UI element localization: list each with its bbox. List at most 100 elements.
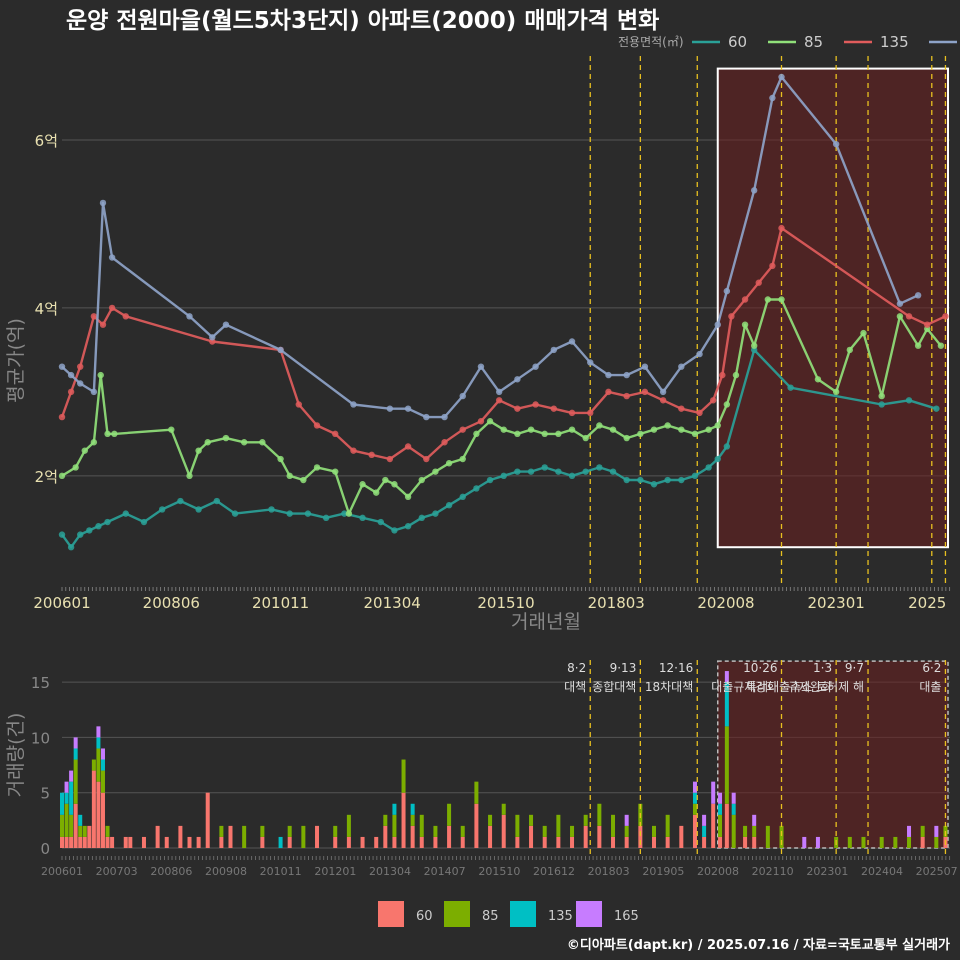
vol-bar-60 bbox=[583, 825, 588, 848]
vol-bar-60 bbox=[128, 836, 133, 848]
vol-bar-85 bbox=[583, 814, 588, 826]
vol-y-tick-label: 15 bbox=[31, 674, 50, 692]
vol-bar-135 bbox=[702, 825, 707, 837]
data-point-60 bbox=[195, 506, 202, 513]
policy-label: 18차대책 bbox=[645, 679, 693, 694]
vol-bar-135 bbox=[60, 792, 64, 815]
vol-x-tick-label: 201011 bbox=[260, 865, 302, 878]
vol-bar-60 bbox=[556, 836, 561, 848]
data-point-85 bbox=[186, 472, 193, 480]
data-point-60 bbox=[905, 397, 913, 404]
data-point-60 bbox=[582, 468, 589, 475]
policy-date: 12·16 bbox=[659, 661, 693, 675]
vol-bar-85 bbox=[515, 814, 520, 837]
vol-bar-85 bbox=[542, 825, 547, 837]
policy-date: 8·2 bbox=[567, 661, 586, 675]
data-point-85 bbox=[750, 342, 758, 349]
data-point-85 bbox=[723, 401, 731, 408]
data-point-85 bbox=[391, 481, 398, 488]
x-tick-label: 201803 bbox=[588, 594, 645, 612]
data-point-60 bbox=[177, 497, 184, 505]
vol-legend-swatch-165 bbox=[576, 901, 602, 927]
data-point-165 bbox=[532, 363, 539, 370]
vol-x-tick-label: 202110 bbox=[752, 865, 794, 878]
vol-bar-85 bbox=[652, 825, 656, 837]
data-point-85 bbox=[90, 439, 98, 446]
data-point-165 bbox=[696, 350, 703, 358]
vol-bar-60 bbox=[410, 825, 415, 848]
data-point-135 bbox=[659, 397, 667, 404]
vol-x-tick-label: 201905 bbox=[642, 865, 684, 878]
vol-bar-135 bbox=[692, 792, 697, 804]
data-point-85 bbox=[896, 313, 904, 320]
data-point-85 bbox=[860, 329, 867, 337]
data-point-60 bbox=[231, 510, 239, 517]
vol-bar-165 bbox=[692, 781, 697, 793]
policy-label: 대출 bbox=[919, 680, 941, 694]
vol-bar-165 bbox=[752, 814, 757, 826]
vol-x-tick-label: 201304 bbox=[369, 865, 411, 878]
vol-bar-85 bbox=[731, 814, 736, 848]
data-point-135 bbox=[568, 409, 576, 417]
policy-label: 대출규제강화 bbox=[711, 680, 777, 694]
vol-bar-135 bbox=[731, 803, 736, 815]
y-tick-label: 4억 bbox=[35, 300, 58, 318]
data-point-135 bbox=[404, 443, 412, 450]
data-point-60 bbox=[527, 468, 535, 475]
data-point-85 bbox=[58, 472, 66, 480]
vol-bar-60 bbox=[69, 836, 74, 848]
vol-bar-60 bbox=[155, 825, 160, 848]
data-point-85 bbox=[878, 392, 885, 400]
data-point-135 bbox=[122, 313, 129, 320]
data-point-85 bbox=[345, 510, 353, 517]
x-tick-label: 201510 bbox=[477, 594, 534, 612]
data-point-165 bbox=[423, 413, 430, 421]
chart-title: 운양 전원마을(월드5차3단지) 아파트(2000) 매매가격 변화 bbox=[66, 8, 659, 34]
data-point-60 bbox=[609, 468, 617, 475]
data-point-85 bbox=[623, 434, 630, 442]
vol-bar-85 bbox=[333, 825, 338, 837]
data-point-60 bbox=[122, 510, 129, 517]
vol-y-tick-label: 0 bbox=[40, 840, 50, 858]
data-point-135 bbox=[550, 405, 558, 412]
data-point-135 bbox=[769, 262, 776, 270]
data-point-85 bbox=[259, 439, 266, 446]
data-point-135 bbox=[386, 455, 394, 463]
x-tick-label: 202008 bbox=[697, 594, 754, 612]
data-point-165 bbox=[222, 321, 230, 328]
x-axis-label: 거래년월 bbox=[511, 611, 581, 633]
vol-legend-swatch-60 bbox=[378, 901, 404, 927]
data-point-165 bbox=[568, 338, 576, 345]
vol-bar-60 bbox=[702, 836, 707, 848]
data-point-85 bbox=[937, 342, 945, 349]
data-point-135 bbox=[67, 388, 75, 396]
data-point-60 bbox=[664, 476, 671, 484]
data-point-85 bbox=[97, 371, 104, 379]
policy-label: 종합대책 bbox=[592, 679, 636, 694]
data-point-135 bbox=[477, 418, 485, 425]
vol-bar-85 bbox=[91, 759, 96, 771]
data-point-60 bbox=[404, 523, 412, 530]
vol-bar-60 bbox=[624, 836, 629, 848]
vol-bar-85 bbox=[60, 814, 64, 837]
data-point-60 bbox=[359, 514, 366, 522]
vol-bar-135 bbox=[278, 836, 283, 848]
vol-legend-swatch-85 bbox=[444, 901, 470, 927]
x-tick-label: 201011 bbox=[252, 594, 309, 612]
vol-x-tick-label: 201510 bbox=[478, 865, 520, 878]
vol-x-tick-label: 200601 bbox=[41, 865, 83, 878]
vol-bar-85 bbox=[556, 814, 561, 837]
data-point-85 bbox=[373, 489, 380, 496]
vol-bar-85 bbox=[570, 825, 575, 837]
vol-bar-85 bbox=[260, 825, 265, 837]
vol-legend-label-135: 135 bbox=[548, 909, 573, 924]
data-point-60 bbox=[650, 481, 658, 488]
policy-label: 규제완화 bbox=[788, 680, 832, 694]
legend-label-85: 85 bbox=[804, 33, 823, 51]
data-point-135 bbox=[696, 409, 703, 417]
vol-bar-60 bbox=[82, 836, 87, 848]
vol-bar-85 bbox=[301, 825, 306, 848]
data-point-60 bbox=[555, 468, 562, 475]
data-point-85 bbox=[778, 296, 785, 303]
vol-bar-60 bbox=[401, 792, 406, 848]
